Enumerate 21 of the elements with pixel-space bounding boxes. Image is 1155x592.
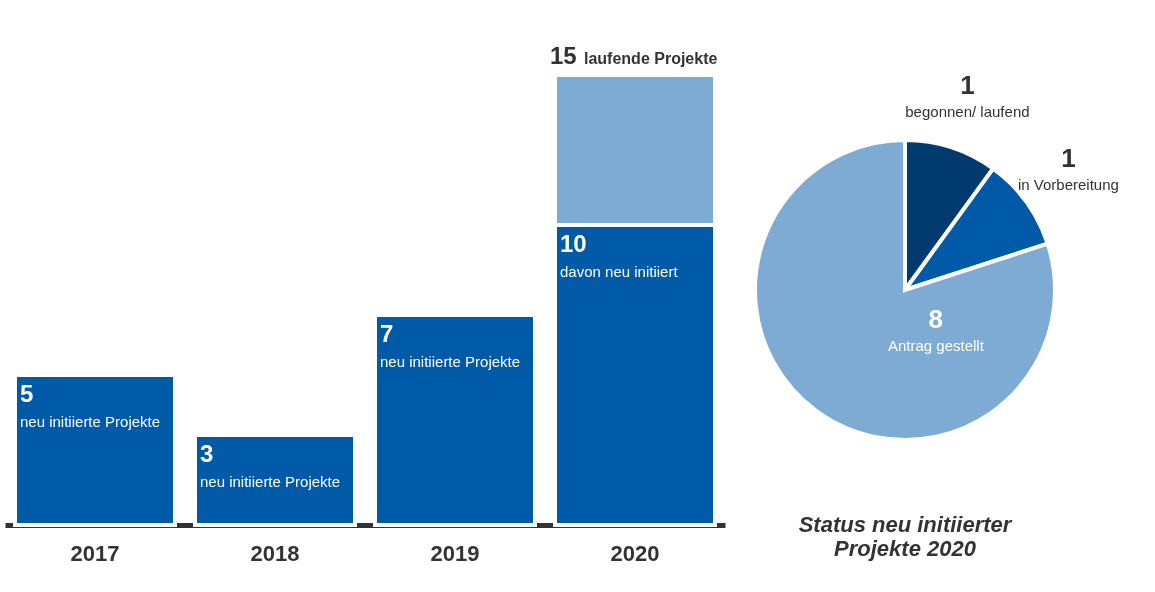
total-label: 15: [550, 42, 577, 69]
data-label: 10: [560, 230, 587, 257]
data-label: 1: [960, 69, 975, 100]
x-tick-label: 2018: [250, 540, 300, 566]
annotation: laufende Projekte: [584, 50, 718, 67]
data-label: 8: [928, 304, 944, 335]
data-label: 5: [20, 380, 34, 407]
x-tick-label: 2019: [430, 540, 480, 566]
data-label: 1: [1061, 143, 1076, 174]
annotation: neu initiierte Projekte: [380, 353, 521, 370]
slice-label: in Vorbereitung: [1017, 176, 1119, 194]
data-label: 3: [200, 440, 214, 467]
annotation: davon neu initiiert: [560, 263, 679, 280]
slice-label: Antrag gestellt: [887, 337, 985, 355]
slice-label: begonnen/ laufend: [905, 102, 1030, 120]
data-label: 7: [380, 320, 394, 347]
text: Status neu initiierter Projekte 2020: [798, 512, 1013, 561]
annotation: neu initiierte Projekte: [200, 473, 341, 490]
annotation: neu initiierte Projekte: [20, 413, 161, 430]
x-tick-label: 2017: [70, 540, 120, 566]
x-tick-label: 2020: [610, 540, 660, 566]
